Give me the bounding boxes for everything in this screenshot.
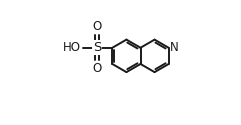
Text: O: O [92, 62, 101, 75]
Text: HO: HO [63, 41, 81, 54]
Text: N: N [170, 41, 179, 54]
Text: S: S [93, 41, 101, 54]
Text: O: O [92, 20, 101, 33]
